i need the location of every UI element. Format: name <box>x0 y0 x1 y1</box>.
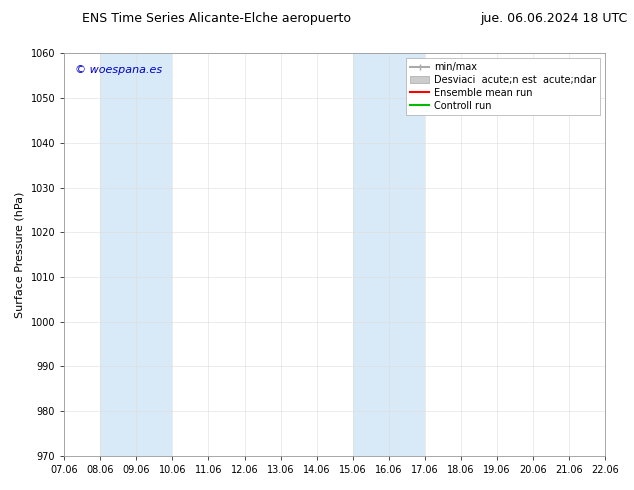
Legend: min/max, Desviaci  acute;n est  acute;ndar, Ensemble mean run, Controll run: min/max, Desviaci acute;n est acute;ndar… <box>406 58 600 115</box>
Text: ENS Time Series Alicante-Elche aeropuerto: ENS Time Series Alicante-Elche aeropuert… <box>82 12 351 25</box>
Text: jue. 06.06.2024 18 UTC: jue. 06.06.2024 18 UTC <box>481 12 628 25</box>
Text: © woespana.es: © woespana.es <box>75 65 162 75</box>
Bar <box>100 53 172 456</box>
Y-axis label: Surface Pressure (hPa): Surface Pressure (hPa) <box>15 192 25 318</box>
Bar <box>353 53 425 456</box>
Bar <box>605 53 634 456</box>
